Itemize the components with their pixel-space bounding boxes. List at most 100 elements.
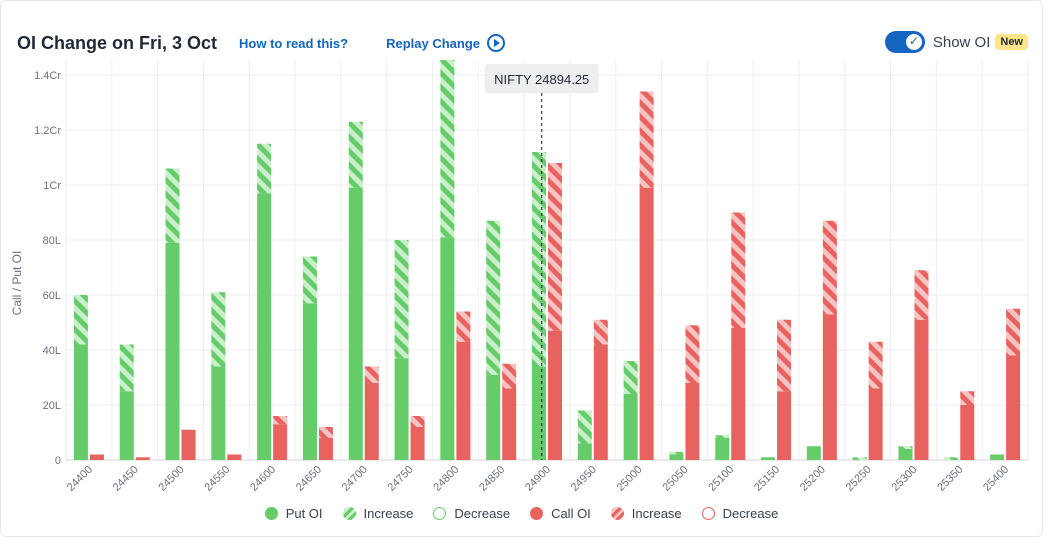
x-tick-label: 25000 xyxy=(615,464,645,494)
put-oi-increase-bar xyxy=(715,435,730,438)
x-tick-label: 25300 xyxy=(889,464,919,494)
put-oi-bar xyxy=(348,187,363,460)
chart-legend: Put OI Increase Decrease Call OI Increase Dec… xyxy=(0,506,1043,521)
legend-label: Decrease xyxy=(722,506,779,521)
call-oi-bar xyxy=(410,427,425,460)
put-oi-bar xyxy=(165,242,180,460)
x-tick-label: 24900 xyxy=(523,464,553,494)
call-oi-bar xyxy=(89,454,104,460)
legend-swatch-icon xyxy=(610,507,624,520)
x-tick-label: 24600 xyxy=(248,464,278,494)
replay-change-label: Replay Change xyxy=(386,35,481,51)
put-oi-bar xyxy=(806,446,821,460)
how-to-read-link[interactable]: How to read this? xyxy=(239,35,349,51)
call-oi-bar xyxy=(593,344,608,460)
y-axis-label: Call / Put OI xyxy=(10,251,24,316)
call-oi-increase-bar xyxy=(914,270,929,320)
put-oi-bar xyxy=(532,366,546,460)
legend-item-put-dec[interactable]: Decrease xyxy=(433,506,510,521)
legend-item-put-inc[interactable]: Increase xyxy=(342,506,413,521)
x-tick-label: 25200 xyxy=(798,464,828,494)
call-oi-bar xyxy=(135,457,150,460)
put-oi-bar xyxy=(302,303,317,460)
put-oi-bar xyxy=(898,449,913,460)
call-oi-increase-bar xyxy=(731,212,746,328)
call-oi-increase-bar xyxy=(960,391,975,405)
call-oi-increase-bar xyxy=(318,427,333,438)
call-oi-bar xyxy=(1006,355,1021,460)
put-oi-increase-bar xyxy=(852,457,867,460)
legend-item-call[interactable]: Call OI xyxy=(530,506,591,521)
put-oi-bar xyxy=(119,391,134,460)
x-tick-label: 24750 xyxy=(386,464,416,494)
call-oi-increase-bar xyxy=(868,341,883,389)
check-icon xyxy=(905,34,922,50)
legend-item-call-dec[interactable]: Decrease xyxy=(701,506,779,521)
legend-swatch-icon xyxy=(342,507,356,520)
legend-label: Call OI xyxy=(551,506,591,521)
put-oi-increase-bar xyxy=(898,446,913,449)
x-tick-label: 25250 xyxy=(844,464,874,494)
call-oi-bar xyxy=(914,319,929,460)
call-oi-bar xyxy=(318,438,333,460)
put-oi-increase-bar xyxy=(669,451,684,455)
legend-swatch-icon xyxy=(701,507,715,520)
put-oi-increase-bar xyxy=(486,220,501,375)
show-oi-toggle[interactable] xyxy=(884,31,925,53)
call-oi-bar xyxy=(227,454,242,460)
put-oi-increase-bar xyxy=(348,121,363,188)
legend-label: Put OI xyxy=(285,506,323,521)
call-oi-bar xyxy=(548,330,562,460)
put-oi-increase-bar xyxy=(211,292,226,367)
put-oi-bar xyxy=(715,438,730,460)
put-oi-bar xyxy=(440,237,455,460)
spot-price-label: NIFTY 24894.25 xyxy=(494,72,589,87)
legend-item-put[interactable]: Put OI xyxy=(264,506,323,521)
x-tick-label: 24500 xyxy=(157,464,187,494)
call-oi-increase-bar xyxy=(822,220,837,315)
put-oi-bar xyxy=(761,457,776,460)
y-tick-label: 20L xyxy=(43,400,61,412)
y-tick-label: 40L xyxy=(43,345,61,357)
x-tick-label: 25350 xyxy=(935,464,965,494)
x-tick-label: 25050 xyxy=(660,464,690,494)
y-tick-label: 1.2Cr xyxy=(34,125,61,137)
call-oi-increase-bar xyxy=(364,366,379,383)
y-tick-label: 0 xyxy=(55,455,61,467)
y-tick-label: 1.4Cr xyxy=(34,70,61,82)
call-oi-bar xyxy=(502,388,517,460)
call-oi-increase-bar xyxy=(639,91,654,188)
call-oi-increase-bar xyxy=(410,416,425,427)
legend-item-call-inc[interactable]: Increase xyxy=(610,506,682,521)
show-oi-label: Show OI xyxy=(932,33,991,51)
put-oi-bar xyxy=(486,374,501,460)
put-oi-bar xyxy=(669,454,684,460)
replay-change-button[interactable]: Replay Change xyxy=(386,34,506,52)
y-tick-label: 60L xyxy=(43,290,61,302)
call-oi-bar xyxy=(868,388,883,460)
page-title: OI Change on Fri, 3 Oct xyxy=(17,32,218,53)
call-oi-bar xyxy=(273,424,288,460)
put-oi-bar xyxy=(990,454,1005,460)
legend-swatch-icon xyxy=(530,507,544,520)
call-oi-increase-bar xyxy=(456,311,471,342)
put-oi-increase-bar xyxy=(73,295,88,345)
put-oi-increase-bar xyxy=(623,361,638,394)
call-oi-bar xyxy=(731,328,746,460)
put-oi-increase-bar xyxy=(532,152,546,367)
x-tick-label: 24550 xyxy=(202,464,232,494)
x-tick-label: 24650 xyxy=(294,464,324,494)
x-tick-label: 25400 xyxy=(981,464,1011,494)
x-tick-label: 24700 xyxy=(340,464,370,494)
put-oi-bar xyxy=(577,443,592,460)
call-oi-bar xyxy=(777,391,792,460)
put-oi-bar xyxy=(394,358,409,460)
call-oi-increase-bar xyxy=(1006,308,1021,356)
legend-swatch-icon xyxy=(264,507,278,520)
call-oi-bar xyxy=(685,383,700,460)
call-oi-bar xyxy=(639,187,654,460)
call-oi-increase-bar xyxy=(685,325,700,383)
x-tick-label: 24800 xyxy=(431,464,461,494)
x-tick-label: 25100 xyxy=(706,464,736,494)
call-oi-increase-bar xyxy=(273,416,288,425)
